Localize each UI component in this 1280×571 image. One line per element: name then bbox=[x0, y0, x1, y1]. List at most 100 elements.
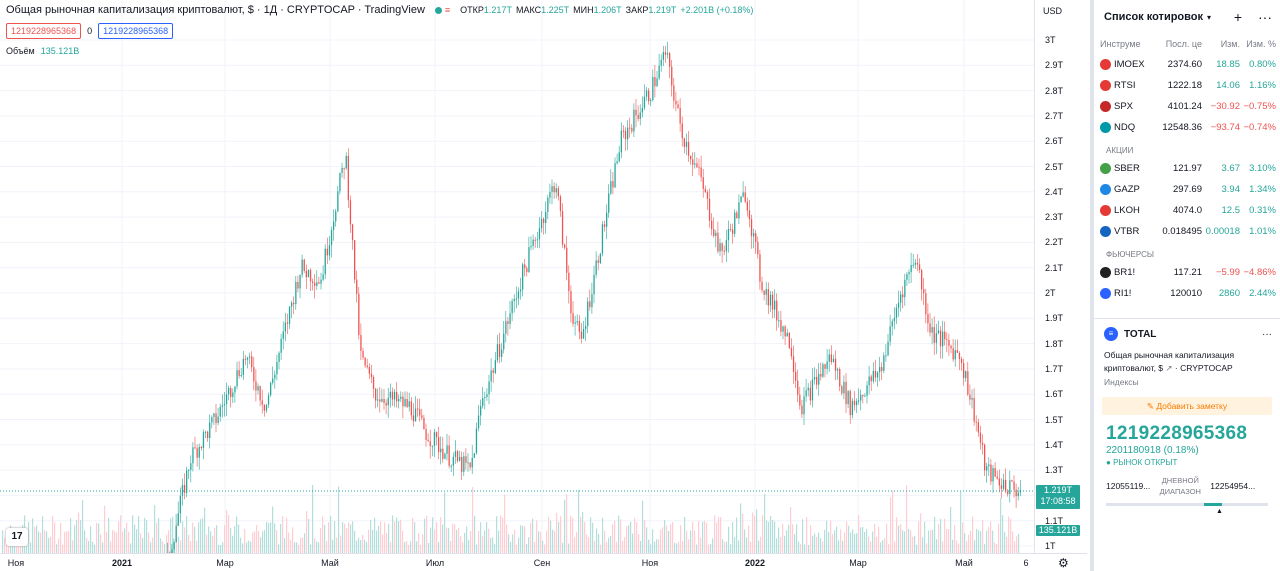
watchlist-row[interactable]: VTBR 0.018495 0.00018 1.01% bbox=[1094, 221, 1280, 242]
volume-bar bbox=[322, 516, 324, 553]
candle-body bbox=[370, 373, 373, 377]
volume-bar bbox=[194, 526, 196, 553]
add-note-button[interactable]: ✎ Добавить заметку bbox=[1102, 397, 1272, 415]
row-last: 0.018495 bbox=[1162, 226, 1202, 237]
hamburger-icon[interactable]: ≡ bbox=[444, 5, 451, 15]
gear-icon[interactable]: ⚙ bbox=[1058, 556, 1069, 570]
row-symbol[interactable]: NDQ bbox=[1100, 122, 1152, 133]
watchlist-row[interactable]: RI1! 120010 2860 2.44% bbox=[1094, 283, 1280, 304]
candle-body bbox=[173, 541, 175, 550]
volume-bar bbox=[160, 538, 162, 553]
candlestick-chart[interactable] bbox=[0, 0, 1035, 553]
watchlist-title[interactable]: Список котировок bbox=[1104, 11, 1203, 23]
symbol-title[interactable]: Общая рыночная капитализация криптовалют… bbox=[6, 4, 425, 16]
candle-body bbox=[328, 245, 331, 256]
row-symbol[interactable]: SPX bbox=[1100, 101, 1152, 112]
candle-body bbox=[662, 52, 664, 60]
candle-body bbox=[897, 302, 900, 308]
more-icon[interactable]: ··· bbox=[1262, 328, 1272, 340]
row-change: 18.85 bbox=[1216, 59, 1240, 70]
chart-pane[interactable]: Общая рыночная капитализация криптовалют… bbox=[0, 0, 1035, 553]
col-symbol[interactable]: Инструме bbox=[1100, 39, 1141, 49]
volume-bar bbox=[362, 534, 364, 553]
price-tick-label: 2T bbox=[1045, 288, 1056, 298]
external-link-icon[interactable]: ↗ bbox=[1165, 363, 1173, 373]
volume-bar bbox=[664, 520, 666, 553]
volume-bar bbox=[342, 522, 344, 553]
watchlist-row[interactable]: SBER 121.97 3.67 3.10% bbox=[1094, 158, 1280, 179]
time-axis[interactable]: ⚙ Ноя 2021 Мар Май Июл Сен Ноя 2022 Мар Май 6 bbox=[0, 553, 1087, 571]
row-symbol[interactable]: SBER bbox=[1100, 163, 1152, 174]
volume-bar bbox=[210, 531, 212, 553]
candle-body bbox=[349, 200, 352, 225]
candle-body bbox=[482, 398, 484, 406]
candle-body bbox=[801, 405, 803, 415]
volume-bar bbox=[420, 544, 422, 553]
watchlist-row[interactable]: NDQ 12548.36 −93.74 −0.74% bbox=[1094, 117, 1280, 138]
candle-body bbox=[599, 253, 601, 263]
row-change-pct: 1.34% bbox=[1249, 184, 1276, 195]
volume-bar bbox=[776, 538, 778, 553]
candle-body bbox=[459, 457, 461, 461]
volume-bar bbox=[418, 533, 420, 553]
exchange-name[interactable]: CRYPTOCAP bbox=[1180, 363, 1233, 373]
volume-bar bbox=[998, 523, 1000, 553]
volume-bar bbox=[58, 538, 60, 553]
time-tick-label: Ноя bbox=[641, 558, 659, 568]
row-symbol[interactable]: BR1! bbox=[1100, 267, 1152, 278]
volume-bar bbox=[986, 530, 988, 553]
tradingview-logo-icon[interactable]: 17 bbox=[6, 528, 28, 546]
row-symbol[interactable]: IMOEX bbox=[1100, 59, 1152, 70]
volume-bar bbox=[900, 524, 902, 553]
candle-body bbox=[223, 404, 226, 406]
watchlist-row[interactable]: SPX 4101.24 −30.92 −0.75% bbox=[1094, 96, 1280, 117]
sell-button[interactable]: 1219228965368 bbox=[6, 23, 82, 39]
add-symbol-icon[interactable]: + bbox=[1233, 9, 1242, 25]
candle-body bbox=[839, 369, 841, 387]
candle-body bbox=[381, 398, 383, 402]
row-symbol[interactable]: RI1! bbox=[1100, 288, 1152, 299]
volume-bar bbox=[46, 531, 48, 553]
volume-bar bbox=[674, 542, 676, 553]
candle-body bbox=[589, 301, 591, 308]
candle-body bbox=[557, 188, 559, 197]
buy-button[interactable]: 1219228965368 bbox=[98, 23, 174, 39]
volume-bar bbox=[72, 540, 74, 553]
details-symbol[interactable]: TOTAL bbox=[1124, 328, 1157, 340]
col-change-pct[interactable]: Изм. % bbox=[1246, 39, 1276, 49]
more-icon[interactable]: ··· bbox=[1258, 9, 1272, 25]
candle-body bbox=[979, 432, 982, 443]
watchlist-row[interactable]: BR1! 117.21 −5.99 −4.86% bbox=[1094, 262, 1280, 283]
watchlist-row[interactable]: IMOEX 2374.60 18.85 0.80% bbox=[1094, 54, 1280, 75]
row-symbol[interactable]: RTSI bbox=[1100, 80, 1152, 91]
price-axis[interactable]: USD 3T 2.9T 2.8T 2.7T 2.6T 2.5T 2.4T 2.3T 2.2T 2.… bbox=[1035, 0, 1087, 553]
candle-body bbox=[564, 244, 566, 248]
candle-body bbox=[767, 289, 769, 306]
col-last[interactable]: Посл. це bbox=[1165, 39, 1202, 49]
col-change[interactable]: Изм. bbox=[1220, 39, 1240, 49]
watchlist-row[interactable]: RTSI 1222.18 14.06 1.16% bbox=[1094, 75, 1280, 96]
row-symbol[interactable]: LKOH bbox=[1100, 205, 1152, 216]
volume-bar bbox=[598, 534, 600, 553]
watchlist-row[interactable]: GAZP 297.69 3.94 1.34% bbox=[1094, 179, 1280, 200]
row-symbol[interactable]: GAZP bbox=[1100, 184, 1152, 195]
volume-bar bbox=[752, 512, 754, 553]
symbol-icon bbox=[1100, 184, 1111, 195]
chevron-down-icon[interactable]: ▾ bbox=[1206, 12, 1211, 22]
legend-status[interactable]: ≡ bbox=[434, 5, 451, 15]
volume-bar bbox=[102, 542, 104, 553]
row-symbol[interactable]: VTBR bbox=[1100, 226, 1152, 237]
volume-bar bbox=[498, 530, 500, 553]
candle-body bbox=[914, 262, 916, 265]
close-value: 1.219T bbox=[648, 5, 677, 15]
candle-body bbox=[759, 254, 761, 282]
volume-bar bbox=[914, 535, 916, 553]
watchlist-row[interactable]: LKOH 4074.0 12.5 0.31% bbox=[1094, 200, 1280, 221]
currency-label[interactable]: USD bbox=[1043, 6, 1063, 16]
volume-bar bbox=[186, 516, 188, 553]
candle-body bbox=[755, 233, 757, 243]
price-tick-label: 2.4T bbox=[1045, 186, 1064, 197]
volume-bar bbox=[312, 485, 314, 553]
candle-body bbox=[204, 431, 207, 433]
volume-bar bbox=[238, 524, 240, 553]
